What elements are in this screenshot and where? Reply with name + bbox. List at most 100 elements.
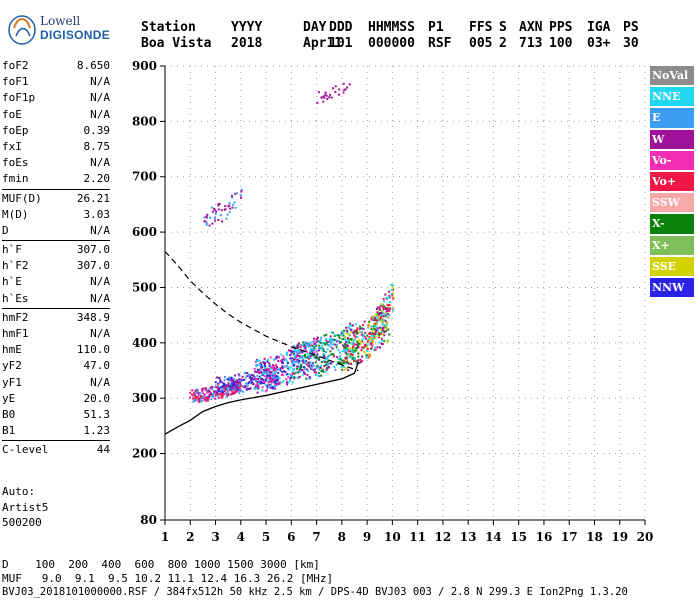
echo-point [341, 365, 344, 368]
echo-point [381, 311, 384, 314]
echo-point [293, 354, 296, 357]
legend-item-vox: Vo- [650, 150, 694, 170]
header-value-1: 2018 [231, 36, 263, 51]
echo-point [330, 331, 333, 334]
param-label: foE [2, 107, 22, 121]
echo-point [294, 356, 297, 359]
echo-point [260, 373, 263, 376]
echo-point [320, 370, 323, 373]
echo-point [325, 341, 328, 344]
echo-point [367, 325, 370, 328]
echo-point [270, 376, 273, 379]
echo-point [218, 393, 221, 396]
echo-point [255, 377, 258, 380]
echo-point [387, 296, 390, 299]
legend-item-ssw: SSW [650, 193, 694, 213]
echo-point [367, 322, 370, 325]
echo-point [392, 297, 395, 300]
echo-point [233, 377, 236, 380]
echo-point [330, 338, 333, 341]
echo-point [300, 344, 303, 347]
echo-point [256, 377, 259, 380]
echo-point [203, 216, 206, 219]
echo-point [322, 370, 325, 373]
param-row: h`F 307.0 [2, 242, 110, 258]
echo-point [281, 358, 284, 361]
echo-point [366, 346, 369, 349]
echo-point [272, 379, 275, 382]
echo-point [238, 378, 241, 381]
echo-point [347, 353, 350, 356]
echo-point [337, 348, 340, 351]
echo-point [361, 340, 364, 343]
echo-point [312, 364, 315, 367]
echo-point [268, 362, 271, 365]
echo-point [381, 320, 384, 323]
echo-point [301, 360, 304, 363]
echo-point [306, 363, 309, 366]
echo-point [384, 308, 387, 311]
echo-point [382, 298, 385, 301]
echo-point [364, 331, 367, 334]
echo-point [291, 371, 294, 374]
echo-point [275, 379, 278, 382]
echo-point [269, 372, 272, 375]
echo-point [392, 288, 395, 291]
echo-point [369, 333, 372, 336]
echo-point [378, 313, 381, 316]
echo-point [344, 360, 347, 363]
echo-point [231, 391, 234, 394]
echo-point [285, 378, 288, 381]
echo-point [366, 334, 369, 337]
echo-point [370, 328, 373, 331]
param-value: N/A [90, 91, 110, 105]
param-row: foF2 8.650 [2, 58, 110, 74]
echo-point [261, 389, 264, 392]
echo-point [279, 360, 282, 363]
echo-point [309, 347, 312, 350]
echo-point [238, 374, 241, 377]
muf-curve [164, 251, 359, 372]
echo-point [261, 365, 264, 368]
muf-row: MUF 9.0 9.1 9.5 10.2 11.1 12.4 16.3 26.2… [2, 572, 334, 585]
echo-point [219, 380, 222, 383]
param-label: fmin [2, 172, 29, 186]
echo-point [336, 334, 339, 337]
echo-point [266, 371, 269, 374]
echo-point [293, 356, 296, 359]
echo-point [329, 335, 332, 338]
echo-point [362, 333, 365, 336]
echo-point [247, 382, 250, 385]
echo-point [321, 355, 324, 358]
echo-point [288, 368, 291, 371]
echo-point [259, 377, 262, 380]
echo-point [213, 207, 216, 210]
echo-point [271, 386, 274, 389]
echo-point [321, 345, 324, 348]
echo-point [211, 388, 214, 391]
echo-point [391, 284, 394, 287]
echo-point [320, 336, 323, 339]
echo-point [328, 340, 331, 343]
echo-point [255, 383, 258, 386]
echo-point [353, 347, 356, 350]
echo-point [377, 335, 380, 338]
echo-point [236, 381, 239, 384]
echo-point [293, 376, 296, 379]
echo-point [277, 372, 280, 375]
echo-point [215, 210, 218, 213]
echo-point [345, 367, 348, 370]
echo-point [269, 363, 272, 366]
echo-point [317, 366, 320, 369]
echo-point [329, 342, 332, 345]
echo-point [256, 374, 259, 377]
echo-point [311, 354, 314, 357]
echo-point [294, 348, 297, 351]
echo-point [228, 385, 231, 388]
echo-point [208, 391, 211, 394]
echo-point [285, 360, 288, 363]
echo-point [349, 322, 352, 325]
echo-point [366, 343, 369, 346]
echo-point [309, 362, 312, 365]
echo-point [289, 357, 292, 360]
